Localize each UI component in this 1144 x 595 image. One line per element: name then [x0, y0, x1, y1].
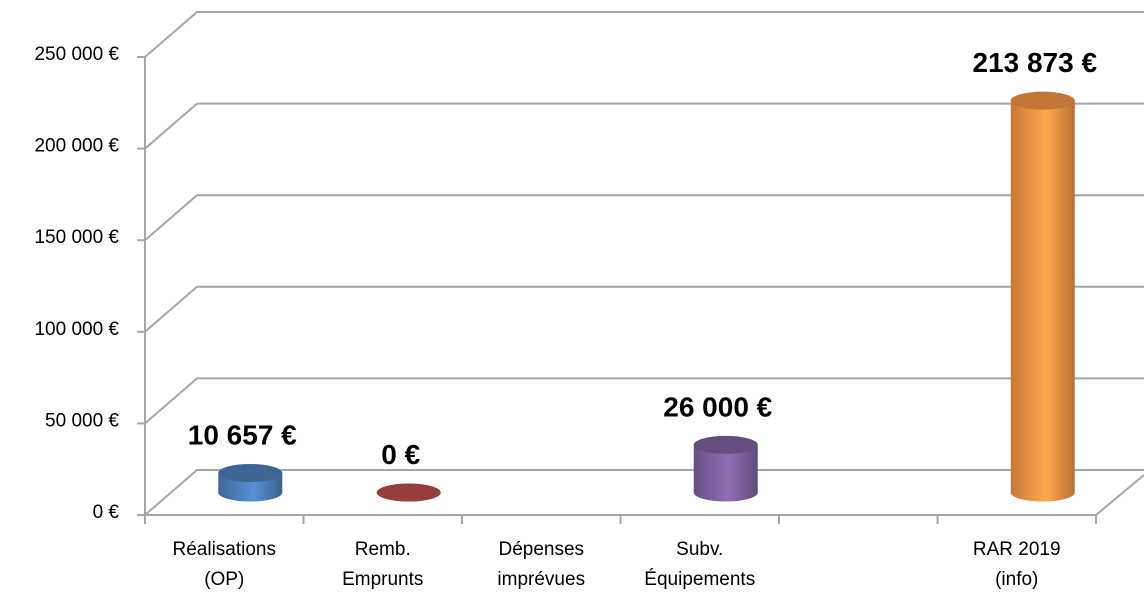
- value-label: 0 €: [381, 439, 420, 470]
- grid-line: [144, 11, 1144, 58]
- y-tick-label: 150 000 €: [34, 227, 119, 248]
- bar: [693, 444, 758, 502]
- floor: [144, 469, 1144, 516]
- value-label: 10 657 €: [188, 419, 297, 450]
- bar-top: [1010, 91, 1075, 110]
- bar-top: [376, 483, 441, 502]
- x-tick-label: Réalisations (OP): [172, 539, 277, 590]
- x-tick-label: Dépenses imprévues: [497, 539, 586, 590]
- grid-line: [144, 194, 1144, 241]
- grid-line: [144, 102, 1144, 150]
- grid-line: [144, 285, 1144, 333]
- bar-top: [693, 435, 758, 454]
- x-tick-label: Subv. Équipements: [644, 539, 756, 590]
- bar-top: [218, 463, 283, 482]
- grid-line: [144, 377, 1144, 425]
- y-tick-label: 200 000 €: [34, 136, 119, 157]
- x-axis: [145, 474, 1144, 516]
- x-tick-label: RAR 2019 (info): [972, 539, 1061, 590]
- x-tick-label: Remb. Emprunts: [342, 539, 424, 590]
- y-tick-label: 50 000 €: [45, 410, 119, 431]
- value-label: 26 000 €: [663, 391, 772, 422]
- value-label: 213 873 €: [972, 47, 1097, 78]
- y-tick-label: 0 €: [93, 502, 120, 523]
- bar: [1010, 100, 1075, 502]
- y-tick-label: 250 000 €: [34, 44, 119, 65]
- y-tick-label: 100 000 €: [34, 319, 119, 340]
